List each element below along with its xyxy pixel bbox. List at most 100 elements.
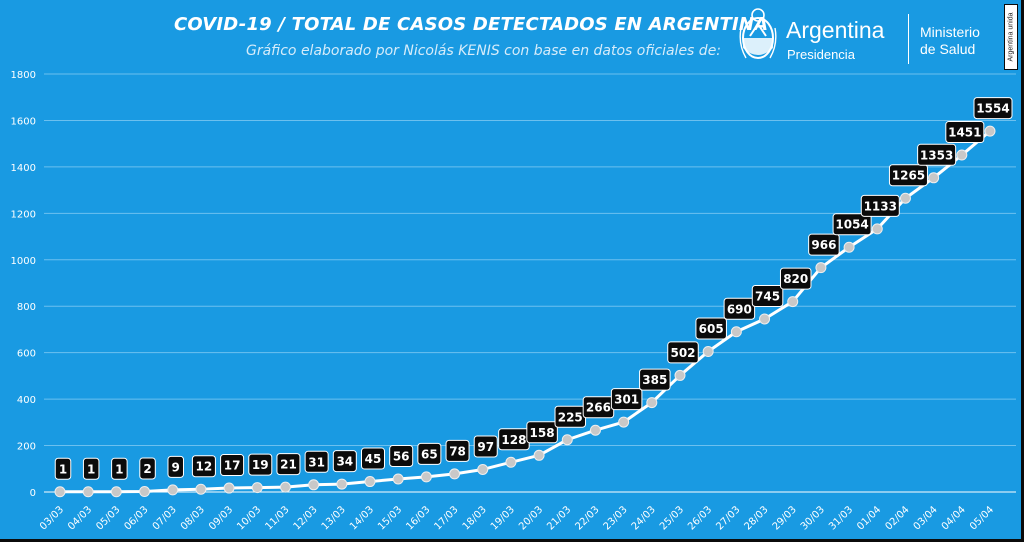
x-tick-label: 03/03 <box>38 504 66 532</box>
data-label-box <box>832 213 872 236</box>
x-tick-label: 19/03 <box>489 504 517 532</box>
data-label: 17 <box>224 459 241 473</box>
data-label-box <box>945 121 985 144</box>
data-point <box>223 482 235 494</box>
x-tick-label: 14/03 <box>348 504 376 532</box>
data-label: 65 <box>421 447 438 461</box>
data-label: 1554 <box>976 102 1009 116</box>
data-point <box>787 296 799 308</box>
data-point <box>392 473 404 485</box>
data-label: 1054 <box>835 218 868 232</box>
y-tick-label: 1600 <box>11 116 36 127</box>
y-tick-label: 1800 <box>11 70 36 81</box>
data-point <box>54 486 66 498</box>
data-point <box>928 172 940 184</box>
x-tick-label: 25/03 <box>658 504 686 532</box>
data-label-box <box>417 442 442 465</box>
data-point <box>336 478 348 490</box>
x-tick-label: 20/03 <box>517 504 545 532</box>
data-point <box>167 484 179 496</box>
data-label: 78 <box>449 444 466 458</box>
data-point <box>533 449 545 461</box>
data-point <box>815 262 827 274</box>
x-tick-label: 06/03 <box>123 504 151 532</box>
x-tick-label: 28/03 <box>743 504 771 532</box>
logo-divider <box>908 14 909 64</box>
x-tick-label: 23/03 <box>602 504 630 532</box>
data-label: 2 <box>143 462 151 476</box>
x-tick-label: 18/03 <box>461 504 489 532</box>
x-tick-label: 31/03 <box>827 504 855 532</box>
y-tick-label: 800 <box>17 302 36 313</box>
y-tick-label: 1400 <box>11 163 36 174</box>
data-label: 1133 <box>864 199 897 213</box>
data-point <box>308 479 320 491</box>
x-tick-label: 21/03 <box>545 504 573 532</box>
data-label: 19 <box>252 458 269 472</box>
x-tick-label: 16/03 <box>404 504 432 532</box>
y-tick-label: 200 <box>17 442 36 453</box>
data-label-box <box>111 457 128 480</box>
data-label-box <box>361 447 385 470</box>
data-label: 128 <box>501 433 526 447</box>
data-point <box>110 486 122 498</box>
y-tick-label: 400 <box>17 395 36 406</box>
data-label: 820 <box>783 272 808 286</box>
x-tick-label: 05/04 <box>968 504 996 532</box>
data-point <box>618 416 630 428</box>
x-tick-label: 15/03 <box>376 504 404 532</box>
data-label: 1 <box>87 462 95 476</box>
data-label: 97 <box>477 440 494 454</box>
data-label-box <box>445 439 470 462</box>
data-point <box>251 482 263 494</box>
x-tick-label: 05/03 <box>94 504 122 532</box>
data-label: 745 <box>755 289 780 303</box>
data-label-box <box>526 421 558 444</box>
x-tick-label: 13/03 <box>320 504 348 532</box>
x-tick-label: 24/03 <box>630 504 658 532</box>
data-point <box>646 397 658 409</box>
data-point <box>139 486 151 498</box>
data-label-box <box>667 341 699 364</box>
data-label-box <box>389 444 414 467</box>
data-point <box>956 149 968 161</box>
ministry-logo: Ministerio de Salud <box>920 24 980 58</box>
data-label: 21 <box>280 458 297 472</box>
data-label-box <box>808 233 840 256</box>
data-label: 1353 <box>920 148 953 162</box>
x-tick-label: 07/03 <box>151 504 179 532</box>
data-label-box <box>779 267 812 290</box>
x-tick-label: 26/03 <box>686 504 714 532</box>
data-label: 31 <box>308 455 325 469</box>
data-label-box <box>610 388 643 411</box>
data-point <box>843 241 855 253</box>
data-label-box <box>695 317 727 340</box>
data-label-box <box>888 164 928 187</box>
data-label-box <box>751 284 784 307</box>
data-label-box <box>191 455 216 478</box>
data-label-box <box>332 450 357 473</box>
data-label-box <box>54 457 72 480</box>
data-point <box>871 223 883 235</box>
data-label-box <box>248 453 273 476</box>
presidencia-logo-sub: Presidencia <box>787 47 855 62</box>
data-point <box>561 434 573 446</box>
data-point <box>899 192 911 204</box>
data-label-box <box>639 368 671 391</box>
ministry-line-1: Ministerio <box>920 24 980 40</box>
chart-subtitle: Gráfico elaborado por Nicolás KENIS con … <box>246 43 722 59</box>
x-tick-label: 27/03 <box>714 504 742 532</box>
x-tick-label: 01/04 <box>855 504 883 532</box>
series-line <box>60 129 991 494</box>
ministry-line-2: de Salud <box>920 41 976 57</box>
data-point <box>364 476 376 488</box>
data-label-box <box>973 97 1013 120</box>
data-point <box>449 468 461 480</box>
data-label-box <box>82 457 100 480</box>
data-point <box>730 326 742 338</box>
argentina-unida-badge: Argentina unida <box>1004 4 1018 70</box>
data-label-box <box>220 454 245 477</box>
y-tick-label: 1000 <box>11 256 36 267</box>
